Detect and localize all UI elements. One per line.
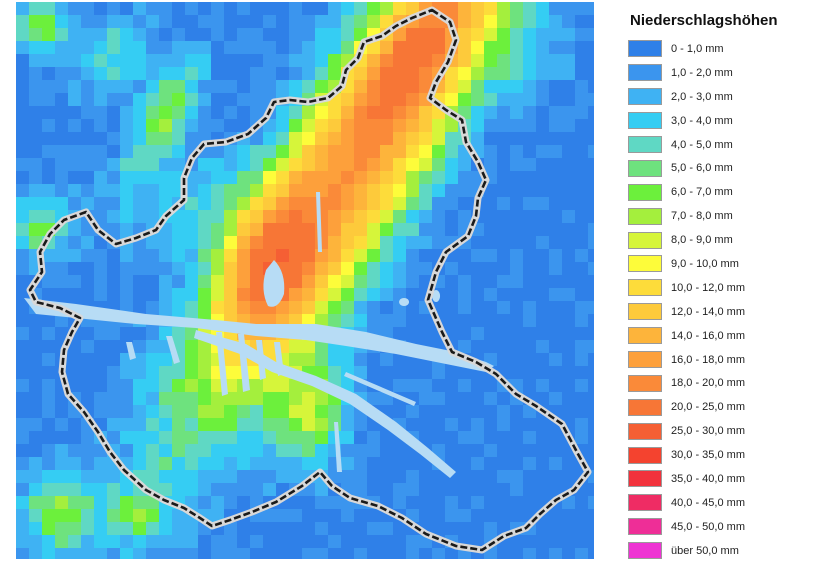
legend-swatch xyxy=(628,40,662,58)
legend-label: 40,0 - 45,0 mm xyxy=(671,496,745,509)
legend-swatch xyxy=(628,446,662,464)
legend-label: 35,0 - 40,0 mm xyxy=(671,472,745,485)
harbour-basin-3 xyxy=(256,340,266,380)
legend-swatch xyxy=(628,398,662,416)
legend-swatch xyxy=(628,183,662,201)
legend-label: 25,0 - 30,0 mm xyxy=(671,425,745,438)
legend-label: 0 - 1,0 mm xyxy=(671,42,724,55)
precipitation-raster xyxy=(16,2,594,559)
legend-swatch xyxy=(628,231,662,249)
legend-swatch xyxy=(628,374,662,392)
legend-swatch xyxy=(628,494,662,512)
map-canvas xyxy=(16,2,594,559)
pond-2 xyxy=(432,290,441,302)
legend-swatch xyxy=(628,303,662,321)
legend-label: 7,0 - 8,0 mm xyxy=(671,210,733,223)
legend-label: 14,0 - 16,0 mm xyxy=(671,329,745,342)
legend-item: 14,0 - 16,0 mm xyxy=(628,324,828,348)
canal-north xyxy=(316,192,322,252)
legend-label: 18,0 - 20,0 mm xyxy=(671,377,745,390)
legend-label: 20,0 - 25,0 mm xyxy=(671,401,745,414)
harbour-basin-2 xyxy=(238,334,250,392)
legend-swatch xyxy=(628,159,662,177)
alster-lake xyxy=(263,260,285,307)
legend-swatch xyxy=(628,470,662,488)
legend-label: 9,0 - 10,0 mm xyxy=(671,257,739,270)
legend-title: Niederschlagshöhen xyxy=(630,12,778,29)
legend-label: 3,0 - 4,0 mm xyxy=(671,114,733,127)
legend-item: 5,0 - 6,0 mm xyxy=(628,156,828,180)
boundary-line xyxy=(28,8,590,552)
legend-item: 45,0 - 50,0 mm xyxy=(628,515,828,539)
legend-swatch xyxy=(628,542,662,560)
legend-item: 7,0 - 8,0 mm xyxy=(628,204,828,228)
legend-item: 18,0 - 20,0 mm xyxy=(628,371,828,395)
legend-item: 20,0 - 25,0 mm xyxy=(628,395,828,419)
legend-label: über 50,0 mm xyxy=(671,544,739,557)
legend-swatch xyxy=(628,351,662,369)
canal-east xyxy=(344,372,416,406)
legend-item: 0 - 1,0 mm xyxy=(628,37,828,61)
legend-label: 16,0 - 18,0 mm xyxy=(671,353,745,366)
legend-label: 1,0 - 2,0 mm xyxy=(671,66,733,79)
legend: Niederschlagshöhen 0 - 1,0 mm 1,0 - 2,0 m… xyxy=(628,12,828,563)
legend-item: 3,0 - 4,0 mm xyxy=(628,109,828,133)
legend-label: 2,0 - 3,0 mm xyxy=(671,90,733,103)
legend-item: 12,0 - 14,0 mm xyxy=(628,300,828,324)
legend-item: 8,0 - 9,0 mm xyxy=(628,228,828,252)
legend-swatch xyxy=(628,422,662,440)
harbour-basin-5 xyxy=(166,336,180,364)
legend-item: 25,0 - 30,0 mm xyxy=(628,419,828,443)
legend-item: 9,0 - 10,0 mm xyxy=(628,252,828,276)
legend-item: 2,0 - 3,0 mm xyxy=(628,85,828,109)
legend-item: 1,0 - 2,0 mm xyxy=(628,61,828,85)
legend-items: 0 - 1,0 mm 1,0 - 2,0 mm 2,0 - 3,0 mm 3,0 - … xyxy=(628,37,828,563)
legend-label: 12,0 - 14,0 mm xyxy=(671,305,745,318)
legend-swatch xyxy=(628,136,662,153)
legend-item: 35,0 - 40,0 mm xyxy=(628,467,828,491)
legend-label: 10,0 - 12,0 mm xyxy=(671,281,745,294)
legend-item: 6,0 - 7,0 mm xyxy=(628,180,828,204)
legend-label: 45,0 - 50,0 mm xyxy=(671,520,745,533)
legend-swatch xyxy=(628,207,662,225)
elbe-river xyxy=(24,298,494,372)
legend-item: über 50,0 mm xyxy=(628,539,828,563)
legend-swatch xyxy=(628,112,662,130)
tributary-south xyxy=(334,422,342,472)
harbour-basin-1 xyxy=(216,332,228,396)
legend-label: 5,0 - 6,0 mm xyxy=(671,162,733,175)
legend-item: 40,0 - 45,0 mm xyxy=(628,491,828,515)
legend-swatch xyxy=(628,518,662,536)
legend-label: 6,0 - 7,0 mm xyxy=(671,186,733,199)
water-bodies xyxy=(24,192,494,478)
precipitation-map xyxy=(16,2,594,559)
legend-item: 30,0 - 35,0 mm xyxy=(628,443,828,467)
harbour-basin-4 xyxy=(274,342,284,376)
legend-swatch xyxy=(628,327,662,345)
harbour-basin-6 xyxy=(126,342,136,360)
legend-label: 8,0 - 9,0 mm xyxy=(671,234,733,247)
legend-item: 4,0 - 5,0 mm xyxy=(628,133,828,157)
legend-swatch xyxy=(628,88,662,106)
legend-swatch xyxy=(628,255,662,273)
city-boundary xyxy=(26,6,592,554)
legend-swatch xyxy=(628,279,662,297)
legend-swatch xyxy=(628,64,662,82)
legend-item: 10,0 - 12,0 mm xyxy=(628,276,828,300)
legend-label: 30,0 - 35,0 mm xyxy=(671,449,745,462)
pond-1 xyxy=(399,298,410,306)
legend-label: 4,0 - 5,0 mm xyxy=(671,138,733,151)
legend-item: 16,0 - 18,0 mm xyxy=(628,348,828,372)
